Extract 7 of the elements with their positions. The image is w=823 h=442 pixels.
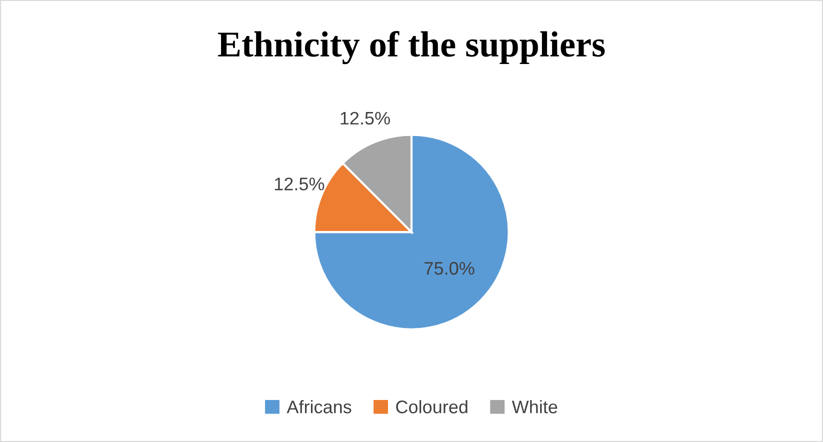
data-label: 75.0% bbox=[424, 262, 474, 275]
legend-label: White bbox=[512, 400, 558, 414]
chart-title: Ethnicity of the suppliers bbox=[218, 30, 605, 64]
data-label: 12.5% bbox=[340, 112, 390, 125]
data-label: 12.5% bbox=[274, 178, 324, 190]
legend-label: Africans bbox=[286, 400, 352, 414]
legend-label: Coloured bbox=[396, 400, 468, 414]
